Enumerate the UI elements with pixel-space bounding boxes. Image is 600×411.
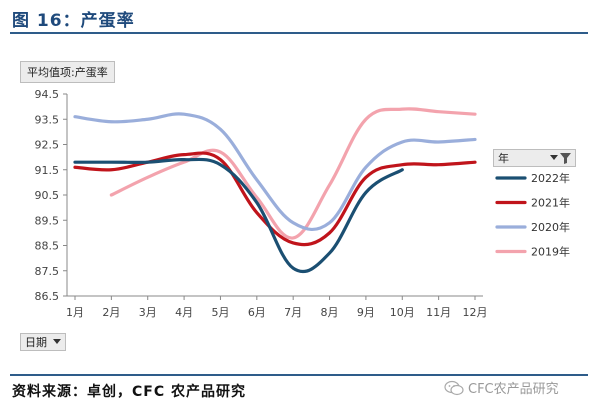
chevron-down-icon (53, 339, 61, 344)
row-field-button[interactable]: 日期 (20, 333, 66, 351)
y-tick-label: 92.5 (35, 139, 60, 152)
y-tick-label: 94.5 (35, 88, 60, 101)
series-layer (73, 107, 477, 274)
series-line-2019 (109, 107, 477, 240)
x-tick-label: 4月 (175, 306, 193, 319)
y-tick-label: 91.5 (35, 164, 60, 177)
source-divider (10, 374, 588, 376)
row-field-label: 日期 (25, 336, 47, 349)
value-field-button[interactable]: 平均值项:产蛋率 (20, 61, 115, 83)
figure-title: 图 16：产蛋率 (12, 11, 135, 31)
y-tick-label: 90.5 (35, 189, 60, 202)
source-note: 资料来源：卓创，CFC 农产品研究 (12, 384, 246, 400)
y-tick-label: 86.5 (35, 290, 60, 303)
x-tick-label: 1月 (66, 306, 84, 319)
x-tick-label: 7月 (284, 306, 302, 319)
wechat-icon (444, 380, 464, 395)
x-tick-label: 11月 (426, 306, 451, 319)
x-tick-label: 9月 (357, 306, 375, 319)
legend-label-2020: 2020年 (531, 220, 570, 234)
x-tick-label: 12月 (463, 306, 488, 319)
filter-icon (550, 152, 571, 164)
x-tick-label: 2月 (102, 306, 120, 319)
x-axis: 1月 2月 3月 4月 5月 6月 7月 8月 9月 10月 11月 12月 (66, 295, 488, 319)
x-tick-label: 6月 (248, 306, 266, 319)
legend-field-label: 年 (498, 152, 509, 165)
legend-label-2022: 2022年 (531, 171, 570, 185)
legend-field-button[interactable]: 年 (493, 149, 576, 167)
x-tick-label: 5月 (211, 306, 229, 319)
watermark: CFC农产品研究 (444, 378, 559, 397)
line-chart: 86.5 87.5 88.5 89.5 90.5 91.5 92.5 93.5 94.5 1月 2… (35, 88, 571, 319)
title-divider (10, 32, 588, 34)
x-tick-label: 3月 (139, 306, 157, 319)
y-tick-label: 93.5 (35, 113, 60, 126)
legend-label-2021: 2021年 (531, 196, 570, 210)
series-line-2020 (73, 112, 477, 232)
x-tick-label: 8月 (321, 306, 339, 319)
y-axis: 86.5 87.5 88.5 89.5 90.5 91.5 92.5 93.5 94.5 (35, 88, 68, 303)
y-tick-label: 88.5 (35, 240, 60, 253)
y-tick-label: 89.5 (35, 214, 60, 227)
x-tick-label: 10月 (390, 306, 415, 319)
watermark-text: CFC农产品研究 (468, 382, 559, 397)
legend-label-2019: 2019年 (531, 245, 570, 259)
series-line-2021 (73, 151, 477, 247)
legend: 2022年 2021年 2020年 2019年 (495, 171, 570, 259)
series-line-2022 (73, 157, 404, 274)
y-tick-label: 87.5 (35, 265, 60, 278)
